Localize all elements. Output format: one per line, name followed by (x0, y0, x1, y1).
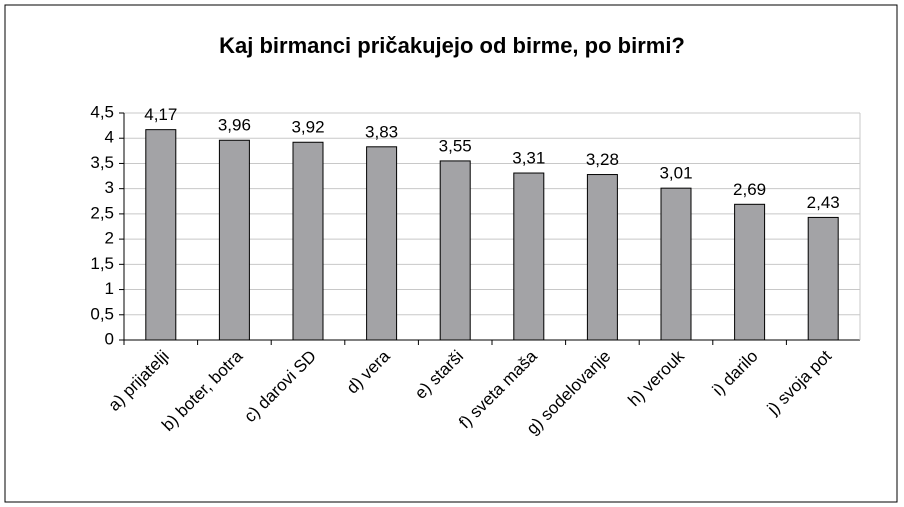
bar (145, 129, 177, 341)
y-tick-label: 4,5 (90, 102, 114, 121)
bar (807, 216, 839, 341)
y-tick-label: 1,5 (90, 254, 114, 273)
data-label: 3,55 (439, 136, 472, 155)
y-tick-label: 0,5 (90, 304, 114, 323)
data-label: 3,92 (291, 118, 324, 137)
y-tick-label: 2 (105, 229, 114, 248)
chart-title: Kaj birmanci pričakujejo od birme, po bi… (219, 33, 685, 58)
y-tick-label: 3 (105, 178, 114, 197)
bar (218, 139, 250, 341)
data-label: 2,43 (807, 193, 840, 212)
data-label: 3,28 (586, 150, 619, 169)
data-label: 4,17 (144, 105, 177, 124)
y-tick-label: 2,5 (90, 203, 114, 222)
bar (513, 172, 545, 341)
data-label: 2,69 (733, 180, 766, 199)
y-tick-label: 4 (105, 128, 114, 147)
bar (586, 174, 618, 341)
bar (439, 160, 471, 341)
data-label: 3,01 (659, 164, 692, 183)
bar (366, 146, 398, 341)
y-tick-label: 1 (105, 279, 114, 298)
y-tick-label: 3,5 (90, 153, 114, 172)
data-label: 3,96 (218, 116, 251, 135)
bar (734, 203, 766, 341)
data-label: 3,83 (365, 122, 398, 141)
data-label: 3,31 (512, 149, 545, 168)
y-tick-label: 0 (105, 329, 114, 348)
bar (292, 141, 324, 341)
bar (660, 187, 692, 341)
